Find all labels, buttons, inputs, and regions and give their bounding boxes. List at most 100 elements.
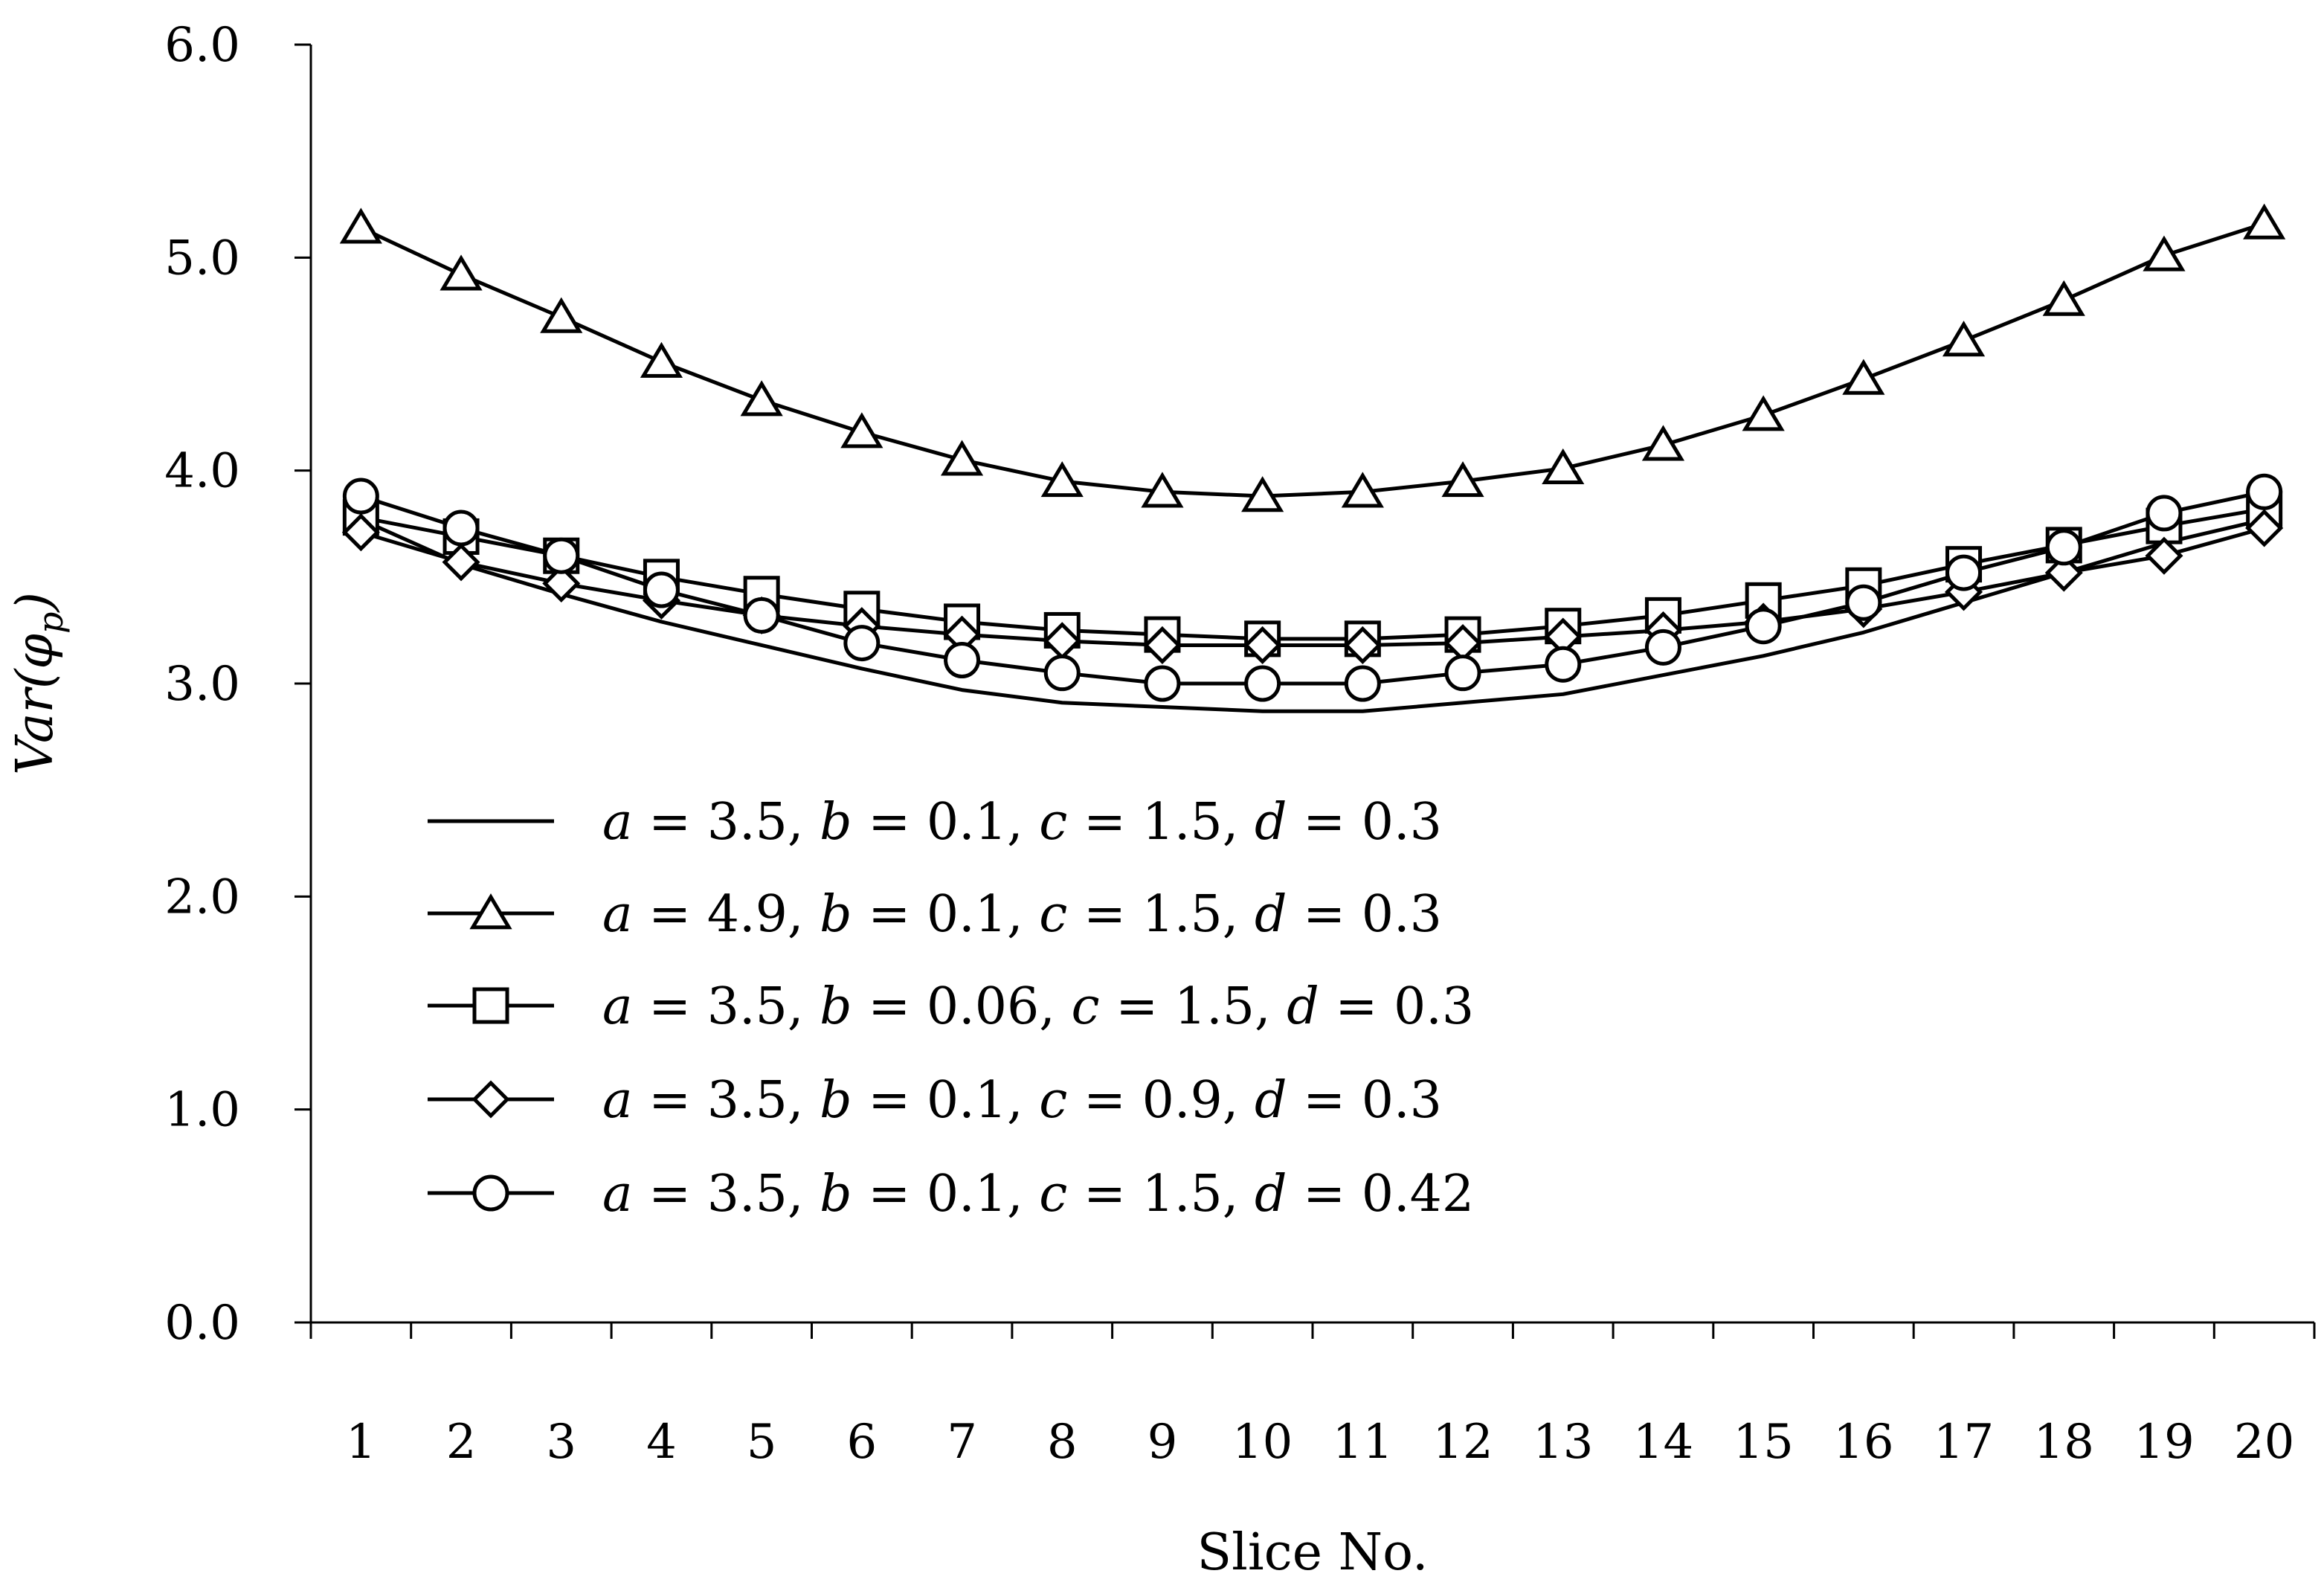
legend-label: a = 3.5, b = 0.1, c = 0.9, d = 0.3 bbox=[602, 1071, 1442, 1130]
data-point-triangle bbox=[1742, 395, 1785, 431]
legend-value: = 0.1, bbox=[852, 1071, 1040, 1130]
y-axis-title-close: ) bbox=[6, 592, 65, 614]
data-point-triangle bbox=[2042, 280, 2085, 316]
legend-var: d bbox=[1255, 885, 1287, 944]
legend-value: = 3.5, bbox=[633, 977, 820, 1036]
x-axis-ticks: 1 2 3 4 5 6 7 8 9 10 11 12 13 14 15 16 17 18 19 20 bbox=[309, 1322, 2316, 1470]
data-point-triangle bbox=[1141, 472, 1184, 508]
data-point-triangle bbox=[740, 380, 783, 417]
data-point-circle bbox=[1745, 608, 1782, 645]
data-point-circle bbox=[1043, 655, 1081, 692]
y-tick-label: 0.0 bbox=[164, 1296, 240, 1351]
data-point-triangle bbox=[2243, 203, 2286, 240]
data-point-triangle bbox=[1040, 461, 1084, 498]
legend-var: b bbox=[820, 793, 852, 852]
data-point-circle bbox=[643, 571, 680, 608]
legend-var: a bbox=[602, 793, 633, 852]
legend-swatch-square bbox=[472, 987, 509, 1024]
data-point-diamond bbox=[442, 543, 480, 582]
legend-value: = 3.5, bbox=[633, 1165, 820, 1224]
legend-var: c bbox=[1039, 885, 1067, 944]
y-tick-label: 1.0 bbox=[164, 1083, 240, 1138]
data-point-triangle bbox=[540, 297, 583, 333]
x-tick-label: 8 bbox=[1047, 1415, 1078, 1470]
data-point-diamond bbox=[1243, 626, 1282, 664]
legend-var: c bbox=[1039, 793, 1067, 852]
data-point-circle bbox=[2146, 495, 2183, 532]
legend-var: a bbox=[602, 1165, 633, 1224]
data-point-circle bbox=[1344, 665, 1381, 702]
data-point-triangle bbox=[640, 341, 683, 378]
x-tick-label: 15 bbox=[1733, 1415, 1793, 1470]
legend-value: = 0.06, bbox=[852, 977, 1072, 1036]
data-point-circle bbox=[1244, 665, 1281, 702]
x-tick-label: 1 bbox=[346, 1415, 376, 1470]
legend-var: b bbox=[820, 1071, 852, 1130]
x-tick-label: 12 bbox=[1432, 1415, 1493, 1470]
data-point-circle bbox=[1144, 665, 1181, 702]
x-tick-label: 19 bbox=[2134, 1415, 2194, 1470]
legend-item: a = 3.5, b = 0.1, c = 1.5, d = 0.42 bbox=[428, 1165, 1474, 1224]
legend-item: a = 3.5, b = 0.1, c = 1.5, d = 0.3 bbox=[428, 793, 1442, 852]
data-point-triangle bbox=[1641, 425, 1685, 461]
y-tick-label: 6.0 bbox=[164, 18, 240, 73]
series-line bbox=[360, 222, 2265, 498]
y-tick-label: 5.0 bbox=[164, 231, 240, 286]
legend-var: b bbox=[820, 977, 852, 1036]
legend-value: = 0.1, bbox=[852, 793, 1040, 852]
data-point-circle bbox=[342, 478, 379, 515]
data-point-triangle bbox=[2143, 235, 2186, 271]
legend-var: a bbox=[602, 1071, 633, 1130]
x-tick-label: 4 bbox=[646, 1415, 677, 1470]
legend-var: d bbox=[1287, 977, 1319, 1036]
data-point-triangle bbox=[1241, 476, 1284, 512]
x-tick-label: 7 bbox=[947, 1415, 977, 1470]
data-point-triangle bbox=[440, 254, 483, 291]
data-point-circle bbox=[843, 625, 881, 662]
x-tick-label: 6 bbox=[846, 1415, 877, 1470]
data-point-circle bbox=[1444, 655, 1481, 692]
legend-value: = 4.9, bbox=[633, 885, 820, 944]
legend-swatch-triangle bbox=[469, 893, 512, 930]
legend-value: = 0.3 bbox=[1287, 1071, 1441, 1130]
y-axis-title-subscript: p bbox=[30, 612, 71, 634]
data-point-triangle bbox=[1441, 461, 1484, 498]
data-point-diamond bbox=[1343, 626, 1382, 664]
x-tick-label: 2 bbox=[446, 1415, 477, 1470]
legend-value: = 1.5, bbox=[1067, 793, 1255, 852]
y-tick-label: 2.0 bbox=[164, 869, 240, 925]
data-point-triangle bbox=[1341, 472, 1384, 508]
legend-label: a = 3.5, b = 0.1, c = 1.5, d = 0.42 bbox=[602, 1165, 1474, 1224]
legend-label: a = 3.5, b = 0.1, c = 1.5, d = 0.3 bbox=[602, 793, 1442, 852]
y-axis-title-symbol: φ bbox=[6, 634, 65, 669]
legend-value: = 3.5, bbox=[633, 1071, 820, 1130]
data-point-triangle bbox=[339, 208, 382, 244]
data-point-circle bbox=[2045, 529, 2082, 566]
series-group bbox=[339, 203, 2286, 713]
x-tick-label: 20 bbox=[2234, 1415, 2294, 1470]
data-point-circle bbox=[944, 642, 981, 679]
x-axis-title: Slice No. bbox=[1197, 1523, 1429, 1582]
legend-var: d bbox=[1255, 793, 1287, 852]
y-tick-label: 3.0 bbox=[164, 657, 240, 712]
data-point-triangle bbox=[1942, 321, 1986, 357]
legend-value: = 0.9, bbox=[1067, 1071, 1255, 1130]
data-point-circle bbox=[1845, 584, 1882, 621]
legend-var: c bbox=[1072, 977, 1100, 1036]
data-point-diamond bbox=[2044, 553, 2083, 592]
data-point-circle bbox=[1545, 646, 1582, 683]
legend-item: a = 3.5, b = 0.06, c = 1.5, d = 0.3 bbox=[428, 977, 1474, 1036]
x-tick-label: 3 bbox=[546, 1415, 576, 1470]
series-line bbox=[360, 518, 2265, 713]
legend-var: d bbox=[1255, 1071, 1287, 1130]
data-point-triangle bbox=[1542, 448, 1585, 485]
data-point-triangle bbox=[940, 440, 984, 476]
legend-var: b bbox=[820, 1165, 852, 1224]
legend-var: a bbox=[602, 885, 633, 944]
data-point-diamond bbox=[1143, 626, 1182, 664]
y-axis-ticks: 0.0 1.0 2.0 3.0 4.0 5.0 6.0 bbox=[164, 18, 311, 1351]
legend-item: a = 3.5, b = 0.1, c = 0.9, d = 0.3 bbox=[428, 1071, 1442, 1130]
y-axis-title: Var(φp) bbox=[6, 592, 71, 775]
data-point-diamond bbox=[2245, 509, 2284, 547]
x-tick-label: 14 bbox=[1633, 1415, 1693, 1470]
